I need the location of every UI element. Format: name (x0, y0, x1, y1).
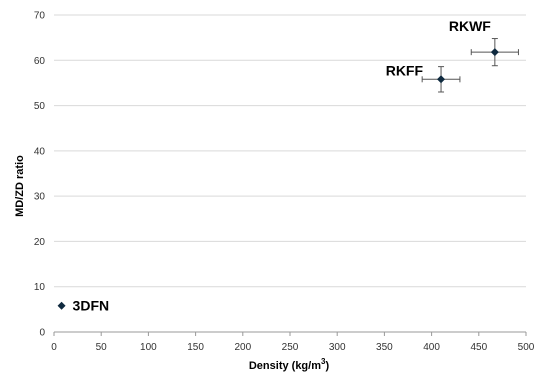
x-axis-title-superscript: 3 (321, 357, 326, 366)
x-tick-label: 200 (234, 342, 251, 353)
x-tick-label: 450 (470, 342, 487, 353)
point-label-rkwf: RKWF (449, 18, 491, 34)
error-bars (421, 38, 519, 93)
y-tick-label: 60 (34, 56, 46, 67)
y-tick-label: 30 (34, 192, 46, 203)
x-tick-label: 300 (329, 342, 346, 353)
data-points (57, 48, 499, 310)
y-tick-label: 0 (39, 328, 45, 339)
x-tick-label: 400 (423, 342, 440, 353)
data-point-rkff (437, 75, 446, 84)
x-tick-labels: 0 50 100 150 200 250 300 350 400 450 500 (51, 342, 535, 353)
y-tick-label: 20 (34, 237, 46, 248)
x-axis-title: Density (kg/m3) (249, 357, 330, 372)
x-tick-label: 350 (376, 342, 393, 353)
x-axis-title-main: Density (kg/m (249, 360, 321, 372)
x-tick-label: 0 (51, 342, 57, 353)
data-point-3dfn (57, 301, 66, 310)
y-tick-label: 50 (34, 101, 46, 112)
point-label-3dfn: 3DFN (73, 298, 110, 314)
x-tick-label: 500 (518, 342, 535, 353)
data-point-rkwf (490, 48, 499, 57)
x-tick-label: 100 (140, 342, 157, 353)
y-axis-title: MD/ZD ratio (14, 155, 26, 217)
y-tick-label: 70 (34, 11, 46, 22)
y-tick-labels: 0 10 20 30 40 50 60 70 (34, 11, 46, 339)
point-labels: 3DFN RKFF RKWF (73, 18, 492, 314)
y-tick-label: 10 (34, 282, 46, 293)
y-tick-label: 40 (34, 146, 46, 157)
x-axis-title-suffix: ) (325, 360, 329, 372)
point-label-rkff: RKFF (386, 62, 424, 78)
grid-lines (53, 14, 527, 336)
x-tick-label: 150 (187, 342, 204, 353)
x-tick-label: 50 (96, 342, 108, 353)
x-tick-label: 250 (282, 342, 299, 353)
